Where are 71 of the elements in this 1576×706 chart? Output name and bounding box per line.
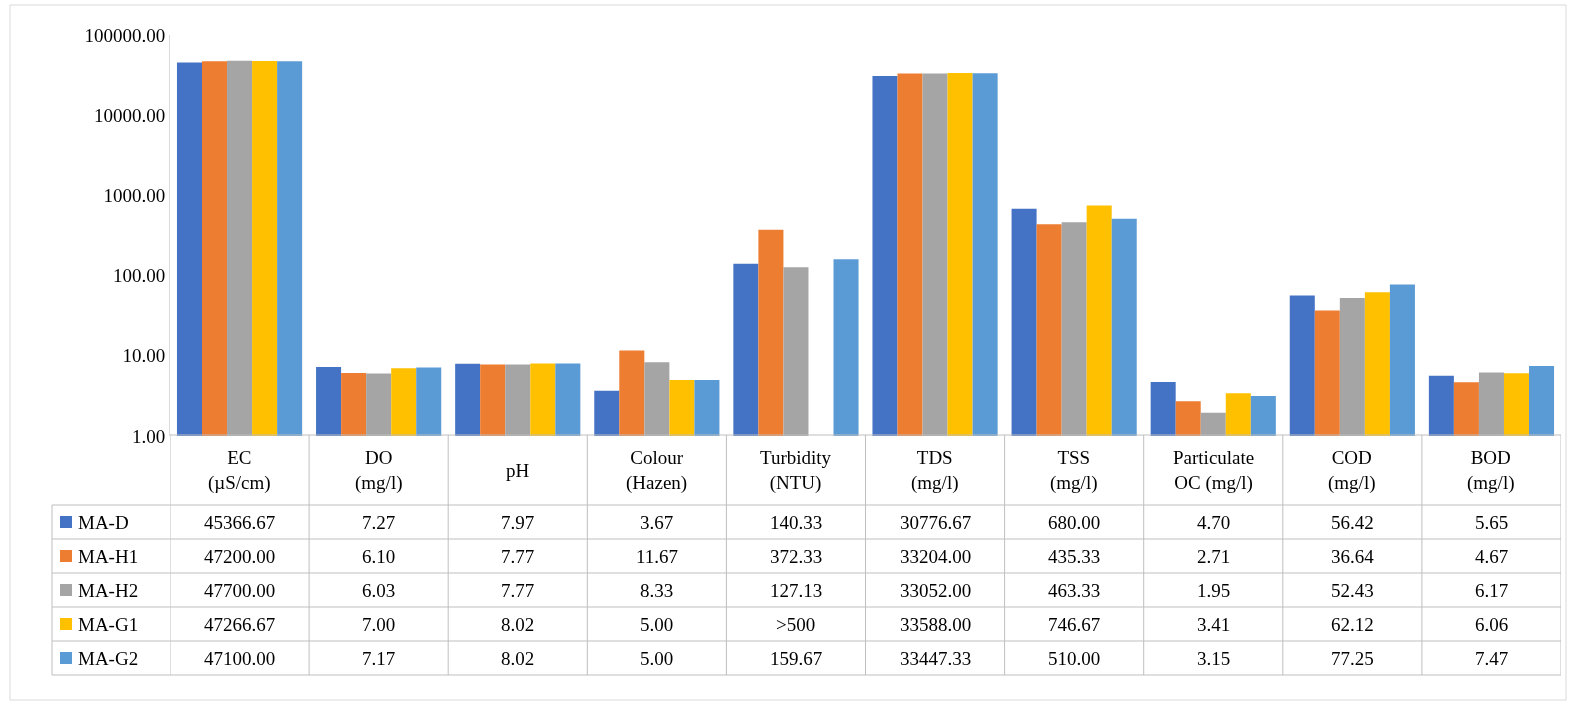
legend-label: MA-H1 bbox=[78, 546, 139, 567]
data-label: 680.00 bbox=[1048, 512, 1101, 533]
data-label: 33052.00 bbox=[900, 580, 972, 601]
data-label: 47266.67 bbox=[204, 614, 276, 635]
data-label: 33588.00 bbox=[900, 614, 972, 635]
data-label: 6.10 bbox=[362, 546, 396, 567]
data-label: 7.77 bbox=[501, 546, 535, 567]
data-label: 47200.00 bbox=[204, 546, 276, 567]
data-label: 7.17 bbox=[362, 648, 396, 669]
data-label: 4.67 bbox=[1475, 546, 1509, 567]
data-label: 45366.67 bbox=[204, 512, 276, 533]
data-label: 52.43 bbox=[1331, 580, 1374, 601]
data-label: 8.33 bbox=[640, 580, 674, 601]
x-tick-label: DO (mg/l) bbox=[355, 447, 403, 494]
x-tick-label: pH bbox=[506, 460, 530, 481]
data-label: 8.02 bbox=[501, 648, 535, 669]
data-label: 62.12 bbox=[1331, 614, 1374, 635]
data-label: 746.67 bbox=[1048, 614, 1101, 635]
data-label: 77.25 bbox=[1331, 648, 1374, 669]
data-label: 33204.00 bbox=[900, 546, 972, 567]
y-tick-label: 100.00 bbox=[112, 265, 166, 287]
data-label: 3.15 bbox=[1197, 648, 1231, 669]
text: >500 bbox=[776, 614, 816, 635]
data-label: 140.33 bbox=[770, 512, 823, 533]
data-label: 3.41 bbox=[1197, 614, 1231, 635]
x-tick-label: TDS (mg/l) bbox=[911, 447, 959, 494]
data-label: 56.42 bbox=[1331, 512, 1374, 533]
data-label: 5.00 bbox=[640, 648, 674, 669]
x-tick-label: Colour (Hazen) bbox=[626, 447, 688, 494]
x-tick-label: Turbidity (NTU) bbox=[760, 447, 832, 494]
data-label: 463.33 bbox=[1048, 580, 1101, 601]
x-tick-label: COD (mg/l) bbox=[1328, 447, 1376, 494]
data-label: 7.00 bbox=[362, 614, 396, 635]
data-label: 33447.33 bbox=[900, 648, 972, 669]
data-label: 159.67 bbox=[770, 648, 823, 669]
x-tick-label: BOD (mg/l) bbox=[1467, 447, 1515, 494]
data-label: 36.64 bbox=[1331, 546, 1375, 567]
data-label: 7.27 bbox=[362, 512, 396, 533]
data-label: 3.67 bbox=[640, 512, 674, 533]
data-label: 47100.00 bbox=[204, 648, 276, 669]
data-label: 11.67 bbox=[636, 546, 679, 567]
data-label: 5.00 bbox=[640, 614, 674, 635]
legend-label: MA-H2 bbox=[78, 580, 139, 601]
data-label: 2.71 bbox=[1197, 546, 1231, 567]
x-tick-label: Particulate OC (mg/l) bbox=[1173, 447, 1255, 494]
y-tick-label: 100000.00 bbox=[84, 24, 166, 46]
data-label: 372.33 bbox=[770, 546, 823, 567]
data-label: 6.17 bbox=[1475, 580, 1509, 601]
data-label: 8.02 bbox=[501, 614, 535, 635]
data-label: 510.00 bbox=[1048, 648, 1101, 669]
data-label: 30776.67 bbox=[900, 512, 972, 533]
x-tick-label: EC (µS/cm) bbox=[208, 447, 271, 494]
legend-label: MA-G2 bbox=[78, 648, 139, 669]
legend-label: MA-G1 bbox=[78, 614, 139, 635]
data-label: 6.06 bbox=[1475, 614, 1509, 635]
data-label: 5.65 bbox=[1475, 512, 1509, 533]
data-label: 1.95 bbox=[1197, 580, 1231, 601]
data-label: 4.70 bbox=[1197, 512, 1231, 533]
x-tick-label: TSS (mg/l) bbox=[1050, 447, 1098, 494]
data-label: 435.33 bbox=[1048, 546, 1101, 567]
y-tick-label: 1000.00 bbox=[103, 185, 166, 207]
data-label: 127.13 bbox=[770, 580, 823, 601]
data-label: 47700.00 bbox=[204, 580, 276, 601]
y-tick-label: 10.00 bbox=[122, 345, 166, 367]
data-label: 6.03 bbox=[362, 580, 396, 601]
y-tick-label: 1.00 bbox=[131, 425, 166, 447]
data-label: 7.77 bbox=[501, 580, 535, 601]
data-label: 7.97 bbox=[501, 512, 535, 533]
data-label: 7.47 bbox=[1475, 648, 1509, 669]
y-tick-label: 10000.00 bbox=[93, 104, 166, 126]
legend-label: MA-D bbox=[78, 512, 129, 533]
